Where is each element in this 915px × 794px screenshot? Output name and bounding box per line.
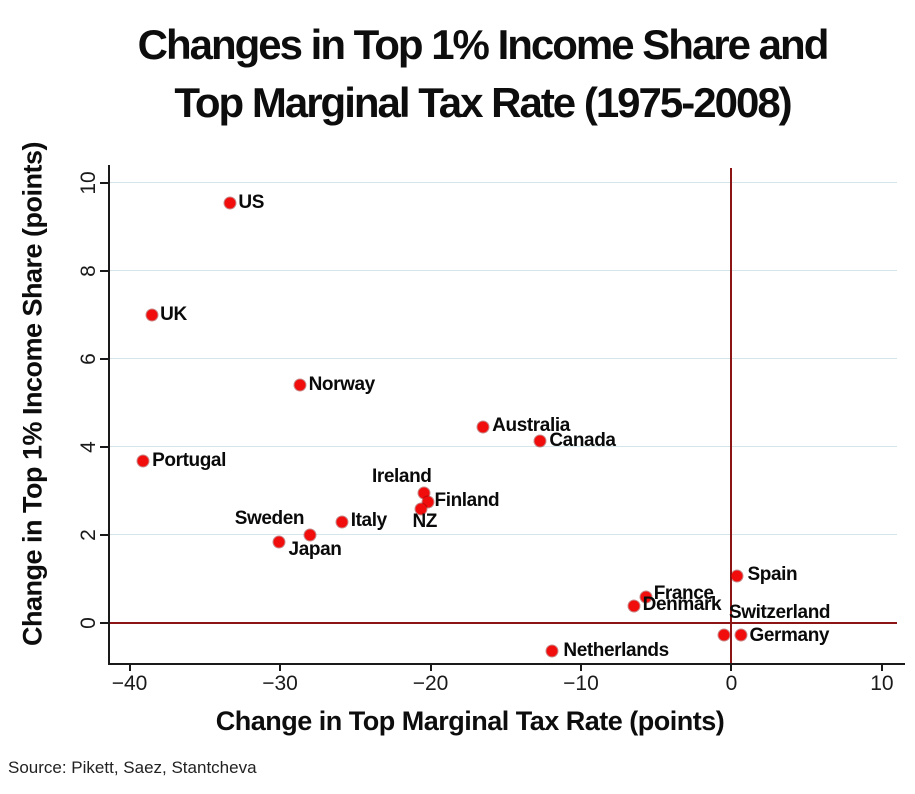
y-axis-line bbox=[108, 165, 110, 665]
y-tick-label: 4 bbox=[77, 441, 100, 453]
data-point-marker-sweden bbox=[304, 529, 316, 541]
data-point-label-uk: UK bbox=[160, 303, 187, 325]
chart-title: Changes in Top 1% Income Share and Top M… bbox=[50, 16, 915, 132]
x-tick bbox=[579, 663, 582, 671]
data-point-label-australia: Australia bbox=[492, 414, 570, 436]
data-point-label-spain: Spain bbox=[747, 563, 798, 585]
zero-reference-line-horizontal bbox=[110, 622, 897, 625]
data-point-label-ireland: Ireland bbox=[371, 466, 432, 488]
gridline-y-6 bbox=[110, 358, 897, 360]
x-tick-label: −30 bbox=[262, 672, 298, 695]
x-tick bbox=[429, 663, 432, 671]
data-point-label-nz: NZ bbox=[412, 510, 438, 532]
y-tick bbox=[100, 357, 108, 360]
data-point-marker-portugal bbox=[137, 455, 149, 467]
data-point-marker-switzerland bbox=[718, 629, 730, 640]
data-point-label-switzerland: Switzerland bbox=[728, 601, 831, 623]
y-tick bbox=[100, 533, 108, 536]
chart-title-line1: Changes in Top 1% Income Share and bbox=[137, 21, 830, 68]
data-point-marker-spain bbox=[731, 570, 743, 581]
data-point-label-norway: Norway bbox=[308, 374, 376, 396]
y-tick bbox=[100, 445, 108, 448]
y-tick bbox=[100, 622, 108, 625]
x-tick bbox=[730, 663, 733, 671]
data-point-marker-ireland bbox=[418, 487, 430, 499]
data-point-label-japan: Japan bbox=[288, 538, 342, 560]
data-point-label-canada: Canada bbox=[549, 429, 616, 451]
y-tick-label: 2 bbox=[77, 529, 100, 541]
y-tick-label: 0 bbox=[77, 617, 100, 629]
data-point-label-denmark: Denmark bbox=[642, 594, 722, 616]
y-tick bbox=[100, 181, 108, 184]
data-point-marker-uk bbox=[146, 309, 158, 321]
y-axis-label: Change in Top 1% Income Share (points) bbox=[17, 141, 48, 647]
data-point-marker-australia bbox=[477, 421, 489, 433]
data-point-marker-nz bbox=[415, 503, 427, 515]
data-point-label-finland: Finland bbox=[434, 489, 500, 511]
data-point-marker-japan bbox=[273, 536, 285, 548]
data-point-marker-canada bbox=[534, 435, 546, 447]
chart-title-line2: Top Marginal Tax Rate (1975-2008) bbox=[174, 79, 792, 126]
y-tick-label: 6 bbox=[77, 353, 100, 365]
x-tick-label: 0 bbox=[725, 672, 738, 695]
data-point-marker-denmark bbox=[628, 600, 640, 612]
gridline-y-8 bbox=[110, 270, 897, 272]
data-point-label-us: US bbox=[238, 191, 264, 213]
y-tick bbox=[100, 269, 108, 272]
data-point-label-portugal: Portugal bbox=[152, 450, 226, 472]
plot-area: 0 2 4 6 8 10 −40 −30 −20 −10 0 10 US UK Norway Australi… bbox=[77, 166, 897, 695]
data-point-label-germany: Germany bbox=[749, 624, 830, 646]
y-tick-label: 10 bbox=[77, 171, 100, 195]
gridline-y-4 bbox=[110, 446, 897, 448]
x-tick bbox=[128, 663, 131, 671]
data-point-marker-norway bbox=[294, 379, 306, 391]
data-point-marker-germany bbox=[735, 629, 746, 640]
x-tick bbox=[279, 663, 282, 671]
gridline-y-2 bbox=[110, 534, 897, 536]
x-tick-label: −40 bbox=[111, 672, 148, 695]
source-note: Source: Pikett, Saez, Stantcheva bbox=[8, 758, 257, 777]
data-point-label-netherlands: Netherlands bbox=[563, 640, 669, 662]
data-point-marker-france bbox=[640, 591, 652, 603]
x-tick-label: 10 bbox=[870, 672, 894, 695]
x-tick-label: −20 bbox=[412, 672, 449, 695]
gridline-y-10 bbox=[110, 182, 897, 184]
x-axis-line bbox=[108, 663, 905, 665]
x-tick bbox=[880, 663, 883, 671]
data-point-label-sweden: Sweden bbox=[234, 507, 305, 529]
data-point-marker-netherlands bbox=[546, 645, 558, 657]
y-tick-label: 8 bbox=[77, 264, 100, 277]
x-tick-label: −10 bbox=[563, 672, 599, 695]
data-point-marker-finland bbox=[422, 496, 433, 508]
data-point-marker-us bbox=[224, 197, 236, 209]
zero-reference-line-vertical bbox=[730, 168, 733, 663]
data-point-marker-italy bbox=[336, 516, 348, 528]
data-point-label-italy: Italy bbox=[350, 509, 387, 531]
data-point-label-france: France bbox=[653, 582, 714, 604]
x-axis-label: Change in Top Marginal Tax Rate (points) bbox=[215, 706, 725, 736]
